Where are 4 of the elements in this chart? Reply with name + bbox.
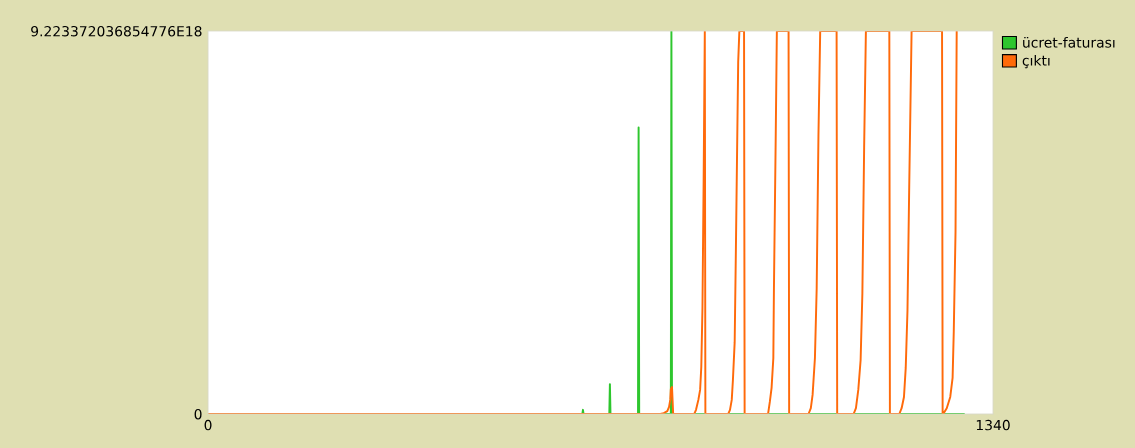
legend-label: çıktı: [1022, 55, 1050, 69]
legend-label: ücret-faturası: [1023, 36, 1115, 48]
y-tick-label: 9.223372036854776E18: [31, 25, 202, 37]
x-tick-label: 1340: [976, 419, 1010, 431]
